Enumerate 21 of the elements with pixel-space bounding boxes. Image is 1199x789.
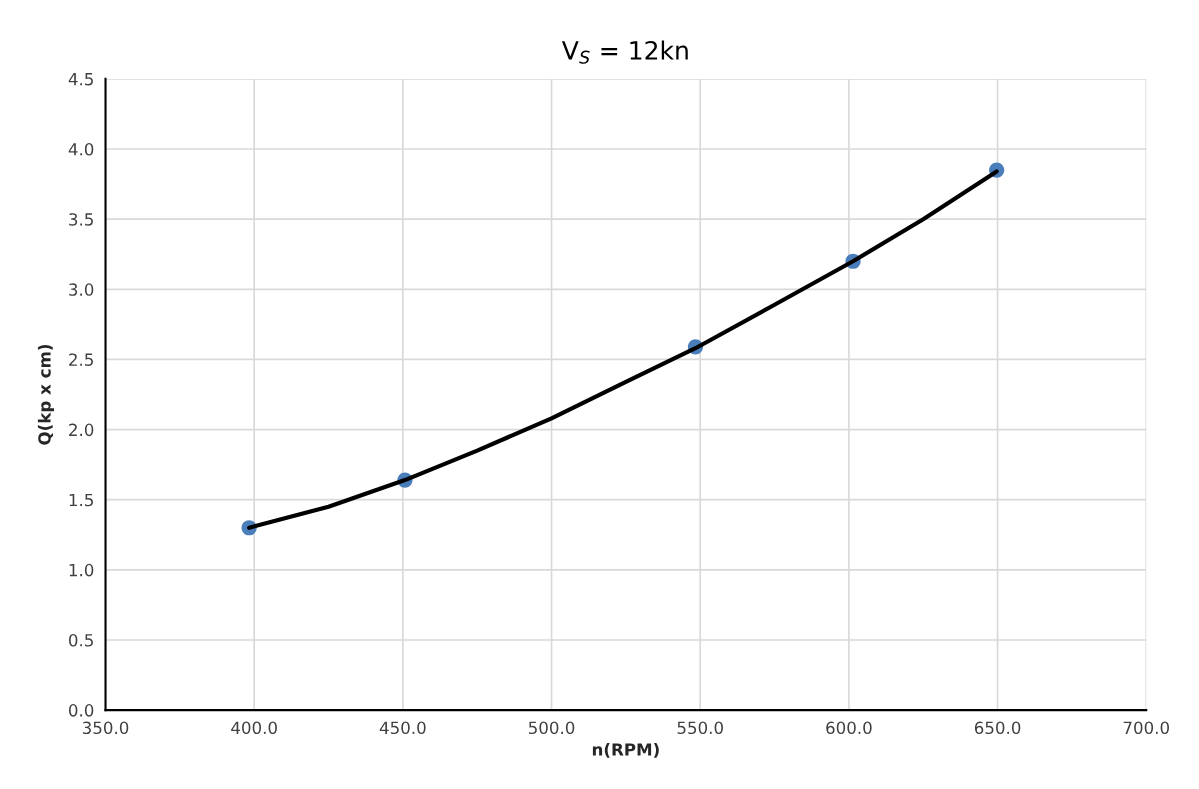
chart-title: V$_{S}$ = 12kn [561,40,688,64]
y-tick-label: 3.0 [69,283,94,296]
x-tick-label: 650.0 [974,721,1021,735]
x-axis-title: n(RPM) [592,742,659,758]
y-axis-title: Q(kp x cm) [37,344,55,445]
x-tick-label: 350.0 [82,721,129,735]
y-tick-label: 3.5 [69,213,93,226]
y-tick-label: 4.0 [68,143,94,156]
x-tick-label: 600.0 [826,721,872,735]
x-tick-label: 700.0 [1123,721,1169,735]
x-tick-label: 500.0 [528,721,575,735]
y-tick-label: 0.0 [68,704,94,717]
x-tick-label: 450.0 [379,721,426,735]
y-tick-label: 1.0 [69,563,94,577]
y-tick-label: 2.0 [69,423,94,437]
x-tick-label: 400.0 [231,721,277,735]
y-tick-label: 2.5 [69,353,93,366]
y-tick-label: 0.5 [68,633,93,647]
y-tick-label: 4.5 [68,73,93,86]
y-tick-label: 1.5 [69,493,93,507]
x-tick-label: 550.0 [677,721,723,735]
